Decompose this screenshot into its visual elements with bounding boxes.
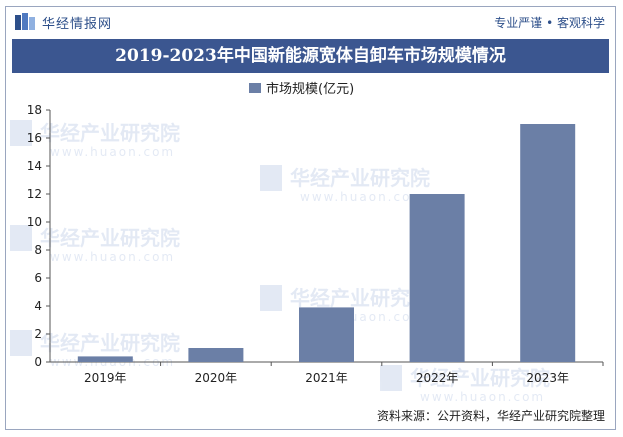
y-tick-label: 10 [27,215,42,229]
title-band: 2019-2023年中国新能源宽体自卸车市场规模情况 [12,39,609,73]
header-bar: 华经情报网 专业严谨 • 客观科学 [6,7,615,37]
y-tick-label: 2 [34,327,42,341]
watermark-url: www.huaon.com [50,250,175,264]
watermark-logo-icon [10,330,32,356]
bars [77,124,576,362]
bar[interactable] [77,356,133,362]
y-tick-label: 12 [27,187,42,201]
watermark-text: 华经产业研究院 [40,226,180,250]
x-tick-label: 2022年 [416,371,459,385]
watermark-logo-icon [10,225,32,251]
y-tick-label: 6 [34,271,42,285]
bar[interactable] [409,194,465,362]
watermark-text: 华经产业研究院 [40,121,180,145]
watermark-text: 华经产业研究院 [40,331,180,355]
chart-title: 2019-2023年中国新能源宽体自卸车市场规模情况 [115,46,506,66]
huajing-logo-icon [15,13,35,30]
y-tick-label: 16 [27,131,42,145]
y-tick-label: 18 [27,103,42,117]
x-tick-label: 2020年 [195,371,238,385]
y-tick-label: 4 [34,299,42,313]
x-tick-label: 2019年 [84,371,127,385]
legend-label: 市场规模(亿元) [266,81,354,97]
source-note: 资料来源：公开资料，华经产业研究院整理 [376,409,605,423]
watermark-url: www.huaon.com [50,145,175,159]
watermark-logo-icon [380,365,402,391]
watermark-layer: 华经产业研究院www.huaon.com华经产业研究院www.huaon.com… [10,120,550,404]
watermark-logo-icon [260,165,282,191]
watermark-text: 华经产业研究院 [290,166,430,190]
y-tick-label: 14 [27,159,42,173]
bar[interactable] [188,348,244,362]
y-tick-label: 0 [34,355,42,369]
legend: 市场规模(亿元) [249,81,354,97]
watermark-text: 华经产业研究院 [410,366,550,390]
x-tick-label: 2023年 [526,371,569,385]
legend-swatch [249,83,261,93]
x-tick-label: 2021年 [305,371,348,385]
y-tick-label: 8 [34,243,42,257]
bar[interactable] [520,124,576,362]
watermark-logo-icon [10,120,32,146]
brand[interactable]: 华经情报网 [14,12,112,32]
bar[interactable] [299,307,354,362]
y-tick-labels: 0 2 4 6 8 10 12 14 16 18 [27,103,42,369]
watermark-url: www.huaon.com [420,390,545,404]
watermark-url: www.huaon.com [300,190,425,204]
watermark-text: 华经产业研究院 [290,286,430,310]
x-tick-labels: 2019年 2020年 2021年 2022年 2023年 [84,371,569,385]
watermark-logo-icon [260,285,282,311]
brand-name: 华经情报网 [42,16,113,32]
slogan: 专业严谨 • 客观科学 [494,16,605,30]
